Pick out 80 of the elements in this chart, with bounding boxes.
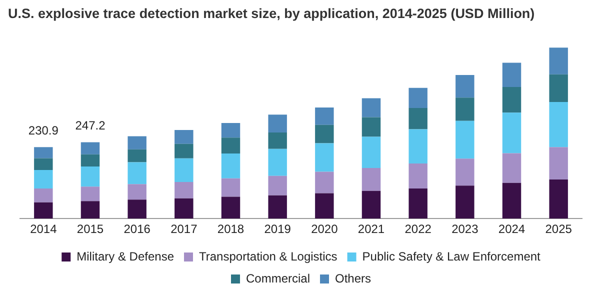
bar [549, 74, 568, 102]
x-tick-label: 2020 [311, 222, 338, 236]
bar [128, 136, 146, 150]
bar [456, 75, 474, 98]
bar [502, 153, 522, 183]
bar [315, 172, 334, 194]
legend-label: Military & Defense [76, 249, 174, 264]
bar [221, 178, 240, 197]
bar [408, 164, 428, 189]
bar [268, 114, 287, 132]
annotation: 247.2 [75, 118, 106, 133]
legend-label: Transportation & Logistics [198, 249, 338, 264]
bar [549, 48, 568, 74]
bar [362, 168, 381, 191]
bar [80, 154, 100, 166]
bar [174, 182, 194, 198]
bar [268, 132, 287, 149]
bar [408, 188, 428, 219]
x-tick-label: 2015 [76, 222, 104, 236]
bar [128, 184, 146, 200]
bar [34, 170, 53, 189]
bar [456, 186, 474, 219]
bar [268, 148, 287, 176]
x-tick-label: 2025 [545, 222, 572, 236]
bar [128, 200, 146, 219]
bar [315, 143, 334, 172]
bar [221, 123, 240, 138]
bar [408, 129, 428, 164]
bar [34, 158, 53, 170]
x-tick-label: 2024 [498, 222, 526, 236]
bar [34, 202, 53, 219]
bar [315, 124, 334, 144]
bar [408, 108, 428, 130]
bar [549, 102, 568, 148]
bar [549, 147, 568, 180]
bar [362, 117, 381, 137]
chart-title: U.S. explosive trace detection market size, by application, 2014-2025 (USD Million) [8, 6, 535, 21]
bar [362, 136, 381, 168]
bar [268, 176, 287, 196]
bar [362, 190, 381, 219]
bar [456, 158, 474, 186]
legend-label: Public Safety & Law Enforcement [362, 249, 542, 264]
x-tick-label: 2021 [358, 222, 385, 236]
bar [174, 144, 194, 158]
bar [80, 142, 100, 154]
x-tick-label: 2014 [30, 222, 58, 236]
bar [268, 195, 287, 219]
bar [174, 130, 194, 144]
bar [128, 149, 146, 162]
x-tick-label: 2018 [217, 222, 244, 236]
bar [502, 182, 522, 219]
bar [221, 196, 240, 219]
bar [221, 138, 240, 154]
bar [408, 88, 428, 108]
bar [221, 153, 240, 178]
bar [174, 158, 194, 182]
bar [456, 120, 474, 159]
bar [80, 201, 100, 219]
bar [502, 112, 522, 154]
x-tick-label: 2019 [264, 222, 292, 236]
bar [128, 162, 146, 184]
bar [174, 198, 194, 219]
bar [502, 86, 522, 113]
legend-label: Others [335, 271, 372, 286]
bar [80, 166, 100, 187]
bar [80, 186, 100, 202]
bar [549, 179, 568, 219]
x-tick-label: 2023 [452, 222, 479, 236]
x-tick-label: 2017 [170, 222, 198, 236]
bar [315, 193, 334, 219]
bar [502, 62, 522, 87]
x-tick-label: 2022 [404, 222, 432, 236]
bar [362, 98, 381, 118]
bar [34, 188, 53, 202]
bar [34, 147, 53, 158]
legend-label: Commercial [246, 271, 310, 286]
annotation: 230.9 [28, 123, 59, 138]
bar [315, 108, 334, 125]
x-tick-label: 2016 [124, 222, 151, 236]
bar [456, 98, 474, 121]
